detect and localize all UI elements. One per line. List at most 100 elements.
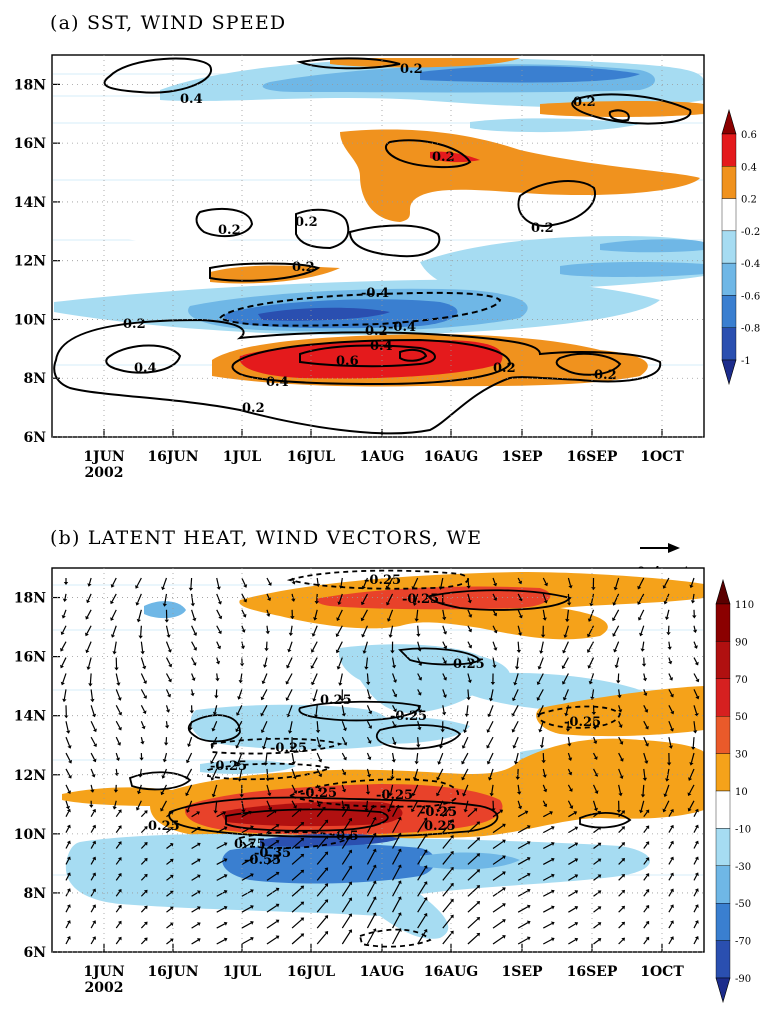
sst-pos-17n (540, 101, 704, 117)
colorbar-segment (716, 604, 730, 641)
wind-vector (468, 578, 469, 586)
panel-a-plot: 0.4 0.2 0.2 0.2 0.2 0.2 0.2 0.2 0.2 -0.4… (14, 55, 704, 481)
contour-label: -0.25 (270, 741, 307, 756)
x-tick-label: 16AUG (424, 449, 479, 465)
colorbar-segment (716, 754, 730, 791)
wind-vector (141, 626, 142, 636)
x-tick-label: 2002 (85, 465, 124, 481)
colorbar-tick-label: 50 (735, 712, 748, 723)
colorbar-segment (716, 679, 730, 716)
colorbar-tick-label: -0.4 (741, 259, 760, 270)
colorbar-segment (722, 295, 736, 327)
wind-vector (619, 689, 620, 695)
wind-vector (418, 626, 419, 634)
wind-vector (568, 594, 569, 603)
colorbar-tick-label: 0.4 (741, 162, 757, 173)
sst-neg-12n-r2 (560, 262, 704, 277)
colorbar-tick-label: -50 (735, 899, 751, 910)
colorbar-segment (722, 166, 736, 198)
colorbar-segment (716, 941, 730, 978)
colorbar-segment (722, 134, 736, 166)
x-tick-label: 16JUL (287, 964, 335, 980)
colorbar-segment (716, 791, 730, 828)
y-tick-label: 8N (23, 886, 46, 902)
wind-vector (317, 578, 318, 584)
wind-vector (518, 642, 519, 650)
colorbar-tick-label: 90 (735, 637, 748, 648)
colorbar-tick-label: -0.6 (741, 291, 760, 302)
x-tick-label: 16JUL (287, 449, 335, 465)
contour-label: 0.25 (453, 657, 485, 672)
x-tick-label: 2002 (85, 980, 124, 996)
contour-label: -0.25 (402, 592, 439, 607)
colorbar-segment (722, 263, 736, 295)
contour-label: 0.2 (242, 401, 265, 416)
contour-label: -0.25 (300, 786, 337, 801)
y-tick-label: 16N (14, 136, 46, 152)
contour-label: -0.25 (376, 788, 413, 803)
y-tick-label: 8N (23, 371, 46, 387)
contour-label: -0.25 (390, 709, 427, 724)
colorbar-tick-label: -90 (735, 974, 751, 985)
wind-vector (367, 673, 368, 682)
colorbar-bottom-triangle (716, 978, 730, 1002)
y-tick-label: 18N (14, 591, 46, 607)
y-tick-label: 12N (14, 254, 46, 270)
x-tick-label: 1JUN (83, 449, 125, 465)
colorbar-tick-label: -0.8 (741, 324, 760, 335)
contour-label: 0.25 (320, 693, 352, 708)
wind-vector (418, 737, 419, 744)
colorbar-tick-label: 0.2 (741, 195, 757, 206)
contour-label: 0.25 (148, 819, 180, 834)
x-tick-label: 1OCT (640, 449, 684, 465)
y-tick-label: 6N (23, 430, 46, 446)
x-tick-label: 1JUL (223, 964, 262, 980)
wind-vector (267, 626, 268, 631)
wind-vector (90, 673, 91, 683)
contour-label: -0.25 (564, 715, 601, 730)
contour-label: -0.4 (361, 286, 389, 301)
colorbar-tick-label: 30 (735, 750, 748, 761)
contour-label: -0.25 (210, 759, 247, 774)
colorbar-tick-label: -1 (741, 356, 751, 367)
x-tick-label: 16AUG (424, 964, 479, 980)
colorbar-top-triangle (722, 110, 736, 134)
colorbar-segment (716, 903, 730, 940)
colorbar-tick-label: 10 (735, 787, 748, 798)
contour-label: 0.2 (594, 368, 617, 383)
wind-vector (267, 769, 268, 778)
y-tick-label: 12N (14, 768, 46, 784)
contour-label: 0.4 (134, 361, 157, 376)
colorbar-tick-label: -10 (735, 824, 751, 835)
contour-label: -0.25 (364, 573, 401, 588)
colorbar-segment (722, 199, 736, 231)
contour-label: 0.2 (295, 215, 318, 230)
contour-label: 0.2 (531, 221, 554, 236)
wind-vector (643, 785, 644, 795)
x-tick-label: 1AUG (360, 449, 405, 465)
contour-label: 0.4 (370, 339, 393, 354)
wind-vector (217, 673, 218, 678)
contour-label: 0.2 (432, 150, 455, 165)
panel-b-title: (b) LATENT HEAT, WIND VECTORS, WE (50, 527, 482, 549)
colorbar-segment (716, 828, 730, 865)
panel-a: (a) SST, WIND SPEED (14, 12, 761, 481)
panel-b-plot: -0.25 -0.25 0.25 0.25 -0.25 -0.25 -0.25 … (14, 568, 704, 996)
colorbar-top-triangle (716, 580, 730, 604)
colorbar-tick-label: -30 (735, 862, 751, 873)
y-tick-label: 10N (14, 827, 46, 843)
contour-label: 0.25 (424, 819, 456, 834)
y-tick-label: 14N (14, 709, 46, 725)
colorbar-tick-label: -0.2 (741, 227, 760, 238)
contour-label: 0.4 (266, 375, 289, 390)
y-tick-label: 10N (14, 312, 46, 328)
colorbar-segment (716, 641, 730, 678)
colorbar-segment (722, 231, 736, 263)
colorbar-segment (716, 866, 730, 903)
x-tick-label: 1SEP (501, 964, 543, 980)
x-tick-label: 1JUL (223, 449, 262, 465)
y-tick-label: 14N (14, 195, 46, 211)
colorbar-bottom-triangle (722, 360, 736, 384)
